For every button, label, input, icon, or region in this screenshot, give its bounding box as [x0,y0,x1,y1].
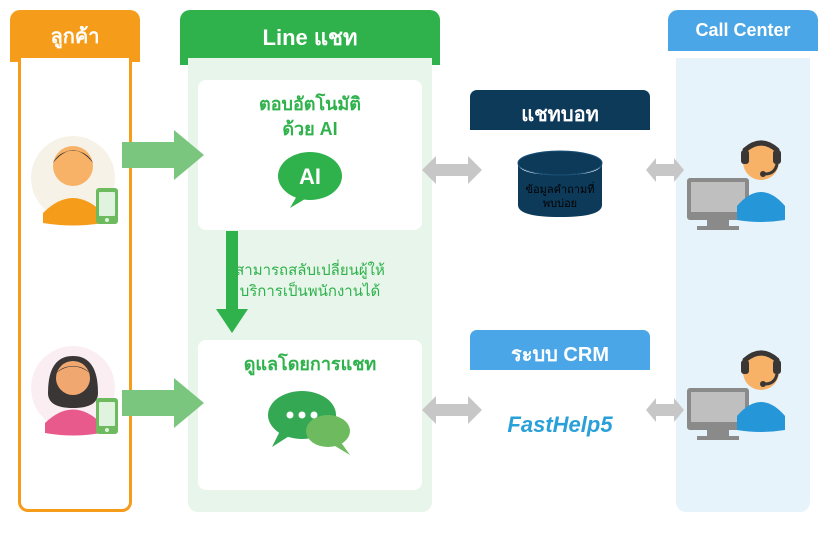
arrow-customer-to-chat [122,378,204,428]
faq-line2: พบบ่อย [543,198,577,210]
chat-card-title: ดูแลโดยการแชท [206,352,414,377]
ai-card-line2: ด้วย AI [206,117,414,142]
arrow-crm-to-agent [646,390,684,430]
crm-product-name: FastHelp [507,412,600,437]
callcenter-column: Call Center [668,10,818,520]
database-icon: ข้อมูลคำถามที่ พบบ่อย [500,145,620,235]
customer-male-icon [28,128,128,238]
crm-product-label: FastHelp5 [507,412,612,438]
arrow-customer-to-ai [122,130,204,180]
agent-top-icon [683,128,803,238]
crm-body: FastHelp5 [470,370,650,480]
customer-title: ลูกค้า [10,10,140,62]
callcenter-title: Call Center [668,10,818,51]
chat-care-card: ดูแลโดยการแชท [198,340,422,490]
crm-product-num: 5 [600,412,612,437]
chat-bubbles-icon [260,383,360,463]
ai-card-line1: ตอบอัตโนมัติ [206,92,414,117]
chatbot-box: แชทบอท ข้อมูลคำถามที่ พบบ่อย [470,90,650,250]
ai-badge-text: AI [299,164,321,189]
callcenter-body [676,58,810,512]
line-chat-title: Line แชท [180,10,440,65]
ai-reply-card: ตอบอัตโนมัติ ด้วย AI AI [198,80,422,230]
customer-column: ลูกค้า [10,10,140,520]
crm-box: ระบบ CRM FastHelp5 [470,330,650,480]
customer-body [18,58,132,512]
agent-bottom-icon [683,338,803,448]
arrow-chatbot-to-agent [646,150,684,190]
arrow-line-to-chatbot [422,150,482,190]
faq-line1: ข้อมูลคำถามที่ [526,181,595,196]
arrow-ai-to-chat-down [216,231,248,333]
chatbot-body: ข้อมูลคำถามที่ พบบ่อย [470,130,650,250]
customer-female-icon [28,338,128,448]
diagram-stage: ลูกค้า [0,0,830,535]
ai-bubble-icon: AI [270,150,350,210]
arrow-line-to-crm [422,390,482,430]
